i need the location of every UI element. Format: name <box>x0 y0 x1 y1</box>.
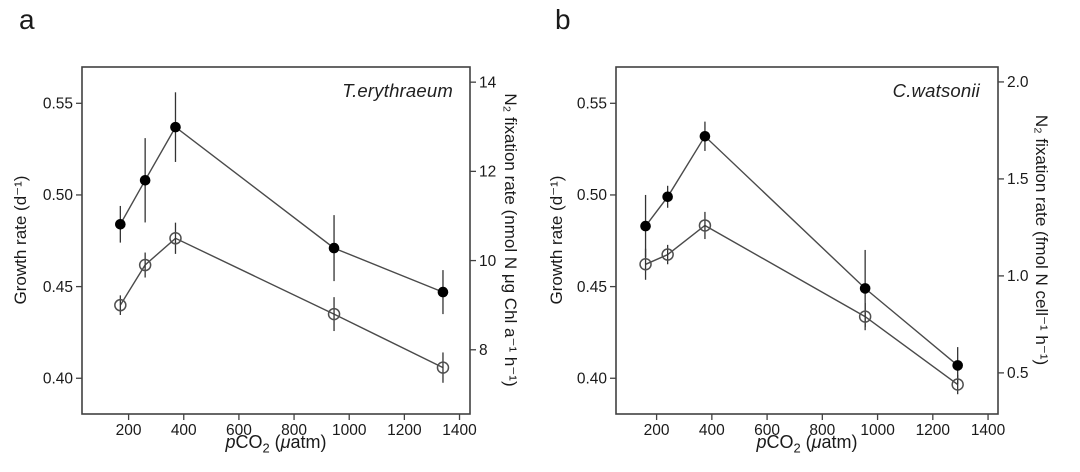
xlabel-co: CO <box>235 432 263 452</box>
y-right-tick-label: 8 <box>479 342 488 359</box>
growth-rate-point-filled-circle <box>170 121 181 133</box>
y-right-tick-label: 2.0 <box>1007 74 1029 91</box>
panel-a-ylabel-left-text: Growth rate (d⁻¹) <box>11 175 30 305</box>
x-tick-label: 200 <box>116 422 142 439</box>
x-tick-label: 400 <box>699 422 725 439</box>
x-tick-label: 1200 <box>916 422 951 439</box>
y-left-tick-label: 0.45 <box>43 279 73 296</box>
x-tick-label: 1400 <box>442 422 477 439</box>
x-tick-label: 1000 <box>860 422 895 439</box>
panel-b-letter: b <box>555 4 571 35</box>
growth-rate-point-filled-circle <box>640 220 651 232</box>
y-right-tick-label: 10 <box>479 253 497 270</box>
x-tick-label: 800 <box>809 422 835 439</box>
plot-frame <box>615 66 999 415</box>
y-left-tick-label: 0.50 <box>577 187 608 204</box>
growth-rate-line <box>645 135 959 366</box>
growth-rate-point-filled-circle <box>699 130 711 142</box>
xlabel-paren: ( <box>269 432 281 452</box>
n2-fixation-rate-point-open-circle <box>951 378 964 391</box>
plot-frame <box>81 66 471 415</box>
n2-fixation-rate-point-open-circle <box>698 219 712 232</box>
growth-rate-point-filled-circle <box>139 174 151 186</box>
xlabel-co: CO <box>766 432 794 452</box>
y-left-tick-label: 0.50 <box>43 187 74 204</box>
x-tick-label: 600 <box>754 422 780 439</box>
y-right-tick-label: 1.5 <box>1007 171 1029 188</box>
n2-fixation-rate-line <box>119 237 444 369</box>
x-tick-label: 1200 <box>387 422 422 439</box>
panel-a-ylabel-right-text: N₂ fixation rate (nmol N μg Chl a⁻¹ h⁻¹) <box>501 93 520 387</box>
growth-rate-point-filled-circle <box>662 191 673 203</box>
x-tick-label: 600 <box>226 422 252 439</box>
y-left-tick-label: 0.55 <box>577 96 607 113</box>
growth-rate-point-filled-circle <box>437 286 449 298</box>
xlabel-paren: ( <box>800 432 812 452</box>
panel-b-plot: 200 400 600 800 1000 1200 1400 0.40 0.45 0.50 0.55… <box>577 66 1029 439</box>
x-tick-label: 200 <box>644 422 670 439</box>
xlabel-sub2: 2 <box>793 440 801 456</box>
n2-fixation-rate-point-open-circle <box>436 361 450 374</box>
n2-fixation-rate-point-open-circle <box>169 232 182 245</box>
n2-fixation-rate-point-open-circle <box>114 298 127 312</box>
y-left-tick-label: 0.40 <box>43 371 74 388</box>
growth-rate-point-filled-circle <box>328 242 340 254</box>
panel-a-letter: a <box>19 4 35 35</box>
xlabel-mu-italic: μ <box>280 432 291 452</box>
y-left-tick-label: 0.55 <box>43 96 73 113</box>
xlabel-mu-italic: μ <box>811 432 822 452</box>
y-right-tick-label: 0.5 <box>1007 365 1029 382</box>
n2-fixation-rate-point-open-circle <box>327 307 341 321</box>
x-tick-label: 400 <box>171 422 197 439</box>
x-tick-label: 1400 <box>971 422 1006 439</box>
n2-fixation-rate-point-open-circle <box>639 258 652 271</box>
growth-rate-point-filled-circle <box>115 218 126 230</box>
panel-a-species-label: T.erythraeum <box>342 80 453 101</box>
n2-fixation-rate-line <box>645 224 959 386</box>
y-right-tick-label: 12 <box>479 164 496 181</box>
panel-b-xlabel: pCO2 (μatm) <box>616 432 998 456</box>
panel-b-ylabel-left-text: Growth rate (d⁻¹) <box>547 175 566 305</box>
panel-a-plot: 200 400 600 800 1000 1200 1400 0.40 0.45 0.50 0.55… <box>43 66 497 439</box>
panel-b-species-label: C.watsonii <box>892 80 980 101</box>
n2-fixation-rate-point-open-circle <box>138 258 152 272</box>
growth-rate-line <box>119 126 444 293</box>
y-right-tick-label: 1.0 <box>1007 268 1029 285</box>
xlabel-atm: atm) <box>821 432 858 452</box>
xlabel-sub2: 2 <box>262 440 270 456</box>
n2-fixation-rate-point-open-circle <box>661 248 674 261</box>
y-left-tick-label: 0.40 <box>577 371 608 388</box>
y-right-tick-label: 14 <box>479 74 497 91</box>
x-tick-label: 1000 <box>332 422 367 439</box>
y-left-tick-label: 0.45 <box>577 279 607 296</box>
n2-fixation-rate-point-open-circle <box>858 310 872 323</box>
growth-rate-point-filled-circle <box>859 283 871 294</box>
x-tick-label: 800 <box>281 422 307 439</box>
xlabel-atm: atm) <box>290 432 327 452</box>
panel-b-ylabel-right-text: N₂ fixation rate (fmol N cell⁻¹ h⁻¹) <box>1032 114 1051 366</box>
xlabel-p-italic: p <box>756 432 767 452</box>
panel-a-xlabel: pCO2 (μatm) <box>82 432 470 456</box>
xlabel-p-italic: p <box>225 432 236 452</box>
growth-rate-point-filled-circle <box>952 360 963 371</box>
